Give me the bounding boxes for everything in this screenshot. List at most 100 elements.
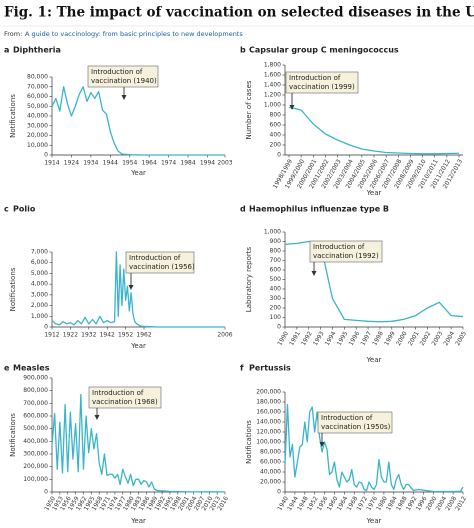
y-tick-label: 200,000 <box>23 463 48 470</box>
y-tick-label: 3,000 <box>31 291 48 298</box>
y-tick-label: 900 <box>270 238 282 245</box>
y-tick-label: 7,000 <box>31 249 48 256</box>
y-tick-label: 100,000 <box>256 439 281 446</box>
annotation-text: Introduction of <box>313 243 365 251</box>
panel-letter: b <box>240 46 246 55</box>
x-tick-label: 2003 <box>217 160 232 167</box>
y-axis-label: Laboratory reports <box>245 246 253 312</box>
annotation-box <box>88 386 162 409</box>
data-line <box>51 393 226 493</box>
panel-letter: c <box>4 205 9 214</box>
x-tick-label: 2006 <box>217 332 232 339</box>
arrow-head <box>94 415 100 420</box>
y-tick-label: 600 <box>270 267 282 274</box>
panel-letter: e <box>4 364 10 373</box>
annotation-text: vaccination (1940) <box>91 77 157 85</box>
annotation-text: vaccination (1999) <box>289 83 355 91</box>
y-tick-label: 900,000 <box>23 375 48 382</box>
data-line <box>51 86 225 156</box>
panel-title: Pertussis <box>249 364 291 373</box>
x-tick-label: 1912 <box>44 332 59 339</box>
y-tick-label: 30,000 <box>27 122 48 129</box>
panel-title: Polio <box>13 205 36 214</box>
y-tick-label: 4,000 <box>31 281 48 288</box>
panel-title: Measles <box>13 364 50 373</box>
panel-title: Haemophilus influenzae type B <box>249 205 389 214</box>
x-axis-label: Year <box>366 356 382 364</box>
y-tick-label: 140,000 <box>256 419 281 426</box>
y-tick-label: 0 <box>44 152 48 159</box>
y-tick-label: 800 <box>270 248 282 255</box>
y-tick-label: 60,000 <box>260 459 281 466</box>
y-tick-label: 40,000 <box>260 469 281 476</box>
y-tick-label: 50,000 <box>27 103 48 110</box>
y-axis-label: Notifications <box>245 420 253 464</box>
y-axis-label: Notifications <box>9 267 17 311</box>
annotation-text: vaccination (1950s) <box>321 423 391 431</box>
x-tick-label: 1944 <box>103 160 118 167</box>
y-tick-label: 300,000 <box>23 451 48 458</box>
y-tick-label: 1,200 <box>264 92 281 99</box>
annotation-text: vaccination (1956) <box>129 263 195 271</box>
y-tick-label: 0 <box>277 152 281 159</box>
x-tick-label: 1964 <box>142 160 157 167</box>
x-tick-label: 1932 <box>81 332 96 339</box>
y-tick-label: 0 <box>277 489 281 496</box>
y-tick-label: 1,000 <box>264 229 281 236</box>
arrow-head <box>319 442 325 447</box>
data-line <box>288 106 460 155</box>
annotation-box <box>87 65 159 88</box>
annotation-box <box>285 71 359 94</box>
panel-letter: d <box>240 205 246 214</box>
y-tick-label: 1,000 <box>264 102 281 109</box>
x-tick-label: 1942 <box>100 332 115 339</box>
y-tick-label: 80,000 <box>260 449 281 456</box>
annotation-text: Introduction of <box>92 389 144 397</box>
x-axis-label: Year <box>366 189 382 197</box>
y-tick-label: 400 <box>270 286 282 293</box>
y-tick-label: 6,000 <box>31 259 48 266</box>
x-axis-label: Year <box>130 169 146 177</box>
y-tick-label: 800,000 <box>23 387 48 394</box>
y-tick-label: 20,000 <box>260 479 281 486</box>
arrow-head <box>121 95 127 100</box>
arrow-head <box>311 271 317 276</box>
source-link[interactable]: A guide to vaccinology: from basic princ… <box>25 30 243 38</box>
panel-title: Diphtheria <box>13 46 61 55</box>
y-tick-label: 0 <box>44 489 48 496</box>
y-tick-label: 0 <box>277 324 281 331</box>
y-tick-label: 500,000 <box>23 425 48 432</box>
y-axis-label: Notifications <box>9 413 17 457</box>
annotation-text: Introduction of <box>129 254 181 262</box>
arrow-head <box>128 285 134 290</box>
y-tick-label: 160,000 <box>256 409 281 416</box>
annotation-box <box>309 240 383 263</box>
y-tick-label: 1,400 <box>264 82 281 89</box>
y-axis-label: Number of cases <box>245 80 253 139</box>
y-tick-label: 700 <box>270 257 282 264</box>
y-tick-label: 120,000 <box>256 429 281 436</box>
annotation-text: vaccination (1968) <box>92 398 158 406</box>
y-tick-label: 600 <box>270 122 282 129</box>
panel-title: Capsular group C meningococcus <box>249 46 399 55</box>
x-tick-label: 1934 <box>83 160 98 167</box>
y-tick-label: 1,600 <box>264 72 281 79</box>
data-line <box>284 403 464 493</box>
y-tick-label: 0 <box>44 324 48 331</box>
y-tick-label: 200 <box>270 305 282 312</box>
figure-title: Fig. 1: The impact of vaccination on sel… <box>4 5 474 21</box>
annotation-text: Introduction of <box>289 74 341 82</box>
x-tick-label: 1994 <box>200 160 215 167</box>
x-tick-label: 1924 <box>64 160 79 167</box>
y-tick-label: 60,000 <box>27 93 48 100</box>
x-tick-label: 2012 <box>454 495 468 512</box>
x-tick-label: 2005 <box>454 330 468 347</box>
y-tick-label: 200,000 <box>256 389 281 396</box>
y-tick-label: 1,000 <box>31 313 48 320</box>
x-tick-label: 1922 <box>63 332 78 339</box>
annotation-text: Introduction of <box>321 414 373 422</box>
x-tick-label: 1954 <box>122 160 137 167</box>
x-tick-label: 1952 <box>118 332 133 339</box>
panel-letter: a <box>4 46 9 55</box>
x-axis-label: Year <box>130 342 146 350</box>
